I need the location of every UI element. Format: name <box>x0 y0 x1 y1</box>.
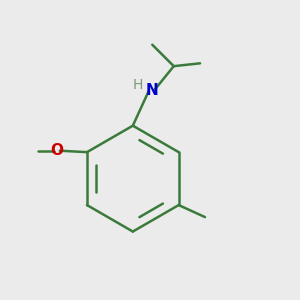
Text: N: N <box>146 83 158 98</box>
Text: O: O <box>50 143 63 158</box>
Text: H: H <box>133 78 143 92</box>
